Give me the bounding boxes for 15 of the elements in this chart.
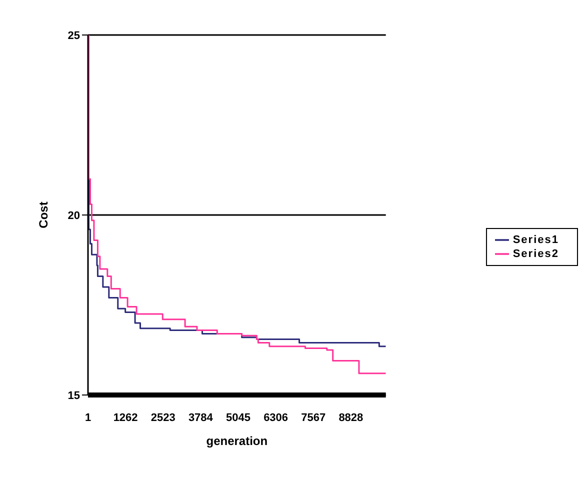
x-tick-label: 3784: [188, 412, 214, 424]
y-tick-label: 25: [68, 30, 80, 42]
y-tick-label: 20: [68, 210, 80, 222]
legend-label: Series1: [512, 233, 559, 246]
y-tick-label: 15: [68, 390, 80, 402]
x-tick-label: 6306: [264, 412, 288, 424]
x-tick-label: 8828: [338, 412, 364, 424]
x-axis-title: generation: [206, 434, 268, 448]
x-tick-label: 7567: [301, 412, 326, 424]
y-axis-title: Cost: [36, 202, 50, 228]
x-tick-label: 5045: [226, 412, 250, 424]
x-tick-label: 1: [84, 412, 92, 424]
x-tick-label: 1262: [113, 412, 138, 424]
legend-label: Series2: [512, 247, 559, 260]
x-tick-label: 2523: [150, 412, 176, 424]
